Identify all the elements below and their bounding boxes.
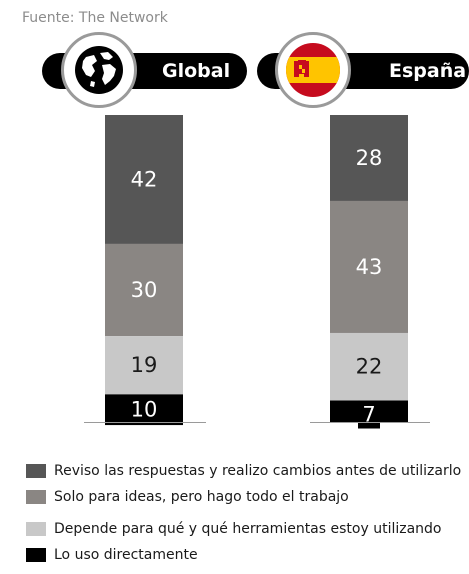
value-label: 28: [356, 146, 383, 170]
legend-item-ideas: Solo para ideas, pero hago todo el traba…: [26, 488, 466, 506]
bar-segment-global-3: [105, 394, 183, 426]
legend-swatch: [26, 548, 46, 562]
bar-segment-espana-2: [330, 332, 408, 401]
value-label: 7: [362, 403, 375, 427]
header-label-global: Global: [162, 60, 231, 82]
value-label: 22: [356, 355, 383, 379]
value-label: 30: [131, 278, 158, 302]
legend-item-directo: Lo uso directamente: [26, 546, 466, 564]
spain-flag-icon: [275, 32, 351, 108]
bar-segment-global-0: [105, 115, 183, 244]
legend-item-depende: Depende para qué y qué herramientas esto…: [26, 520, 466, 538]
bar-segment-espana-0: [330, 115, 408, 201]
legend-label: Depende para qué y qué herramientas esto…: [54, 521, 442, 537]
bar-segment-global-1: [105, 243, 183, 337]
value-label: 43: [356, 255, 383, 279]
value-label: 42: [131, 167, 158, 191]
legend-label: Lo uso directamente: [54, 547, 198, 563]
legend-label: Reviso las respuestas y realizo cambios …: [54, 463, 462, 479]
bar-segment-global-2: [105, 336, 183, 395]
globe-icon: [61, 32, 137, 108]
legend-item-revision: Reviso las respuestas y realizo cambios …: [26, 462, 466, 480]
legend-label: Solo para ideas, pero hago todo el traba…: [54, 489, 349, 505]
value-label: 10: [131, 398, 158, 422]
legend-swatch: [26, 522, 46, 536]
value-label: 19: [131, 353, 158, 377]
source-note: Fuente: The Network: [22, 10, 168, 26]
legend-swatch: [26, 490, 46, 504]
value-label-box: [358, 400, 380, 429]
header-label-espana: España: [389, 60, 467, 82]
legend-swatch: [26, 464, 46, 478]
bar-segment-espana-1: [330, 200, 408, 333]
